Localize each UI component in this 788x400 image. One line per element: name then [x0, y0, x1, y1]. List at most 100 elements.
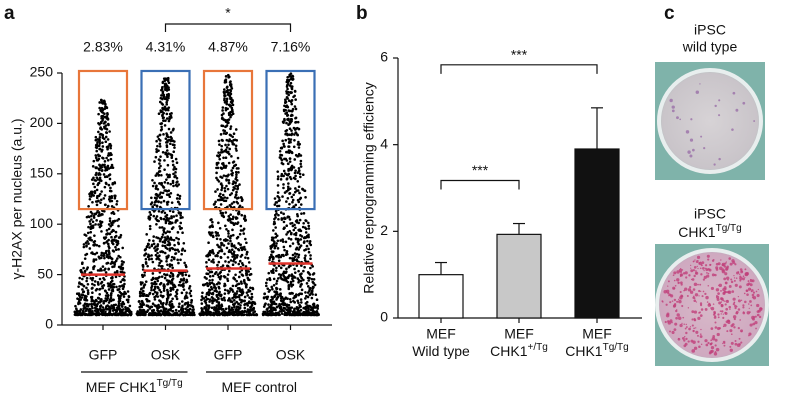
colony	[695, 327, 697, 329]
swarm-dot	[140, 299, 144, 303]
swarm-dot	[239, 304, 242, 307]
swarm-dot	[93, 309, 97, 312]
swarm-dot	[142, 284, 146, 287]
swarm-dot	[87, 312, 91, 315]
swarm-dot	[283, 307, 287, 310]
colony	[664, 320, 667, 324]
swarm-dot	[158, 226, 162, 229]
swarm-dot	[107, 183, 111, 187]
swarm-dot	[220, 113, 224, 117]
swarm-dot	[289, 283, 293, 286]
colony	[724, 300, 726, 302]
swarm-dot	[159, 313, 163, 317]
swarm-dot	[290, 274, 294, 278]
swarm-dot	[108, 130, 111, 133]
swarm-dot	[274, 293, 278, 296]
swarm-dot	[81, 293, 85, 297]
swarm-dot	[278, 288, 282, 291]
swarm-dot	[162, 308, 166, 311]
swarm-dot	[276, 277, 280, 280]
swarm-dot	[109, 284, 113, 288]
colony	[702, 290, 705, 293]
swarm-dot	[100, 312, 103, 316]
swarm-dot	[172, 168, 175, 171]
swarm-dot	[154, 155, 158, 159]
swarm-dot	[175, 214, 178, 217]
swarm-dot	[158, 133, 162, 137]
swarm-dot	[92, 312, 96, 316]
swarm-dot	[296, 213, 299, 216]
swarm-dot	[116, 257, 119, 260]
swarm-dot	[106, 112, 109, 115]
swarm-dot	[290, 257, 294, 260]
significance-bracket	[440, 179, 520, 190]
swarm-dot	[159, 237, 162, 241]
swarm-dot	[287, 284, 291, 287]
swarm-dot	[99, 120, 103, 124]
colony	[709, 343, 712, 346]
swarm-dot	[94, 173, 98, 177]
swarm-dot	[221, 162, 225, 165]
swarm-dot	[226, 289, 230, 292]
swarm-dot	[93, 234, 96, 237]
swarm-dot	[114, 303, 118, 307]
swarm-dot	[92, 182, 95, 186]
swarm-dot	[173, 146, 176, 149]
swarm-dot	[148, 211, 152, 214]
swarm-dot	[163, 241, 167, 244]
swarm-dot	[287, 90, 290, 94]
swarm-dot	[118, 285, 121, 288]
swarm-dot	[276, 204, 279, 208]
swarm-dot	[228, 88, 232, 92]
swarm-dot	[168, 293, 171, 297]
swarm-dot	[93, 178, 97, 182]
swarm-dot	[207, 293, 211, 297]
swarm-dot	[164, 152, 167, 156]
swarm-dot	[171, 128, 175, 132]
colony	[749, 300, 752, 303]
swarm-dot	[91, 306, 94, 310]
swarm-dot	[245, 241, 248, 245]
swarm-dot	[88, 238, 92, 242]
swarm-dot	[300, 288, 304, 292]
swarm-dot	[224, 174, 228, 178]
swarm-dot	[117, 224, 120, 228]
colony	[707, 284, 710, 287]
swarm-dot	[106, 242, 110, 246]
swarm-dot	[248, 289, 252, 293]
swarm-dot	[299, 175, 302, 179]
colony	[721, 310, 724, 313]
swarm-dot	[154, 282, 158, 286]
swarm-dot	[109, 152, 112, 155]
swarm-dot	[312, 309, 315, 313]
swarm-dot	[85, 279, 88, 283]
swarm-dot	[161, 185, 165, 188]
swarm-dot	[104, 124, 108, 127]
swarm-dot	[120, 305, 124, 308]
swarm-dot	[299, 298, 303, 301]
swarm-dot	[293, 158, 297, 161]
swarm-dot	[149, 202, 153, 206]
swarm-dot	[227, 173, 230, 177]
colony	[705, 268, 709, 272]
swarm-dot	[91, 165, 95, 168]
swarm-dot	[219, 192, 222, 196]
swarm-dot	[178, 302, 181, 306]
swarm-dot	[141, 281, 144, 285]
colony	[713, 259, 715, 261]
swarm-dot	[211, 258, 215, 261]
swarm-dot	[163, 211, 167, 215]
swarm-dot	[288, 127, 292, 131]
swarm-dot	[170, 313, 173, 317]
swarm-dot	[227, 305, 231, 308]
swarm-dot	[187, 313, 190, 316]
colony	[752, 296, 757, 300]
swarm-dot	[279, 178, 283, 181]
swarm-dot	[105, 253, 109, 257]
swarm-dot	[106, 261, 110, 265]
swarm-dot	[220, 242, 224, 245]
swarm-dot	[104, 140, 108, 144]
swarm-dot	[162, 199, 166, 203]
swarm-dot	[182, 279, 186, 282]
swarm-dot	[218, 249, 221, 253]
